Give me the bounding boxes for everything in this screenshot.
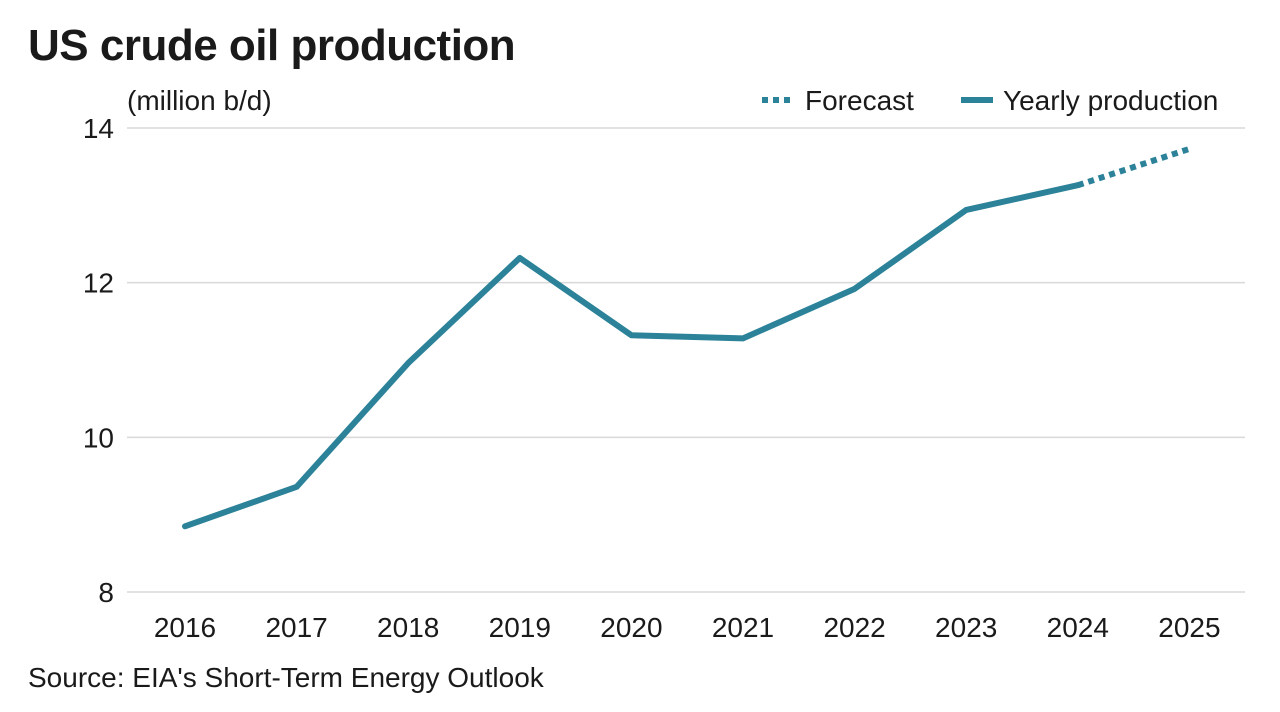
y-tick-label: 12 xyxy=(83,268,114,299)
x-tick-label: 2024 xyxy=(1047,612,1109,643)
legend-yearly-label: Yearly production xyxy=(1003,85,1218,116)
y-tick-label: 8 xyxy=(98,577,114,608)
x-tick-label: 2018 xyxy=(377,612,439,643)
x-tick-label: 2021 xyxy=(712,612,774,643)
yearly-production-line xyxy=(182,182,1081,530)
x-tick-label: 2020 xyxy=(600,612,662,643)
x-axis-ticks: 2016 2017 2018 2019 2020 2021 2022 2023 2024 2025 xyxy=(154,612,1221,643)
x-tick-label: 2025 xyxy=(1158,612,1220,643)
source-note: Source: EIA's Short-Term Energy Outlook xyxy=(28,662,544,693)
legend: Forecast Yearly production xyxy=(762,85,1218,116)
chart-title: US crude oil production xyxy=(28,21,516,70)
x-tick-label: 2023 xyxy=(935,612,997,643)
gridlines xyxy=(127,127,1245,593)
x-tick-label: 2017 xyxy=(265,612,327,643)
x-tick-label: 2019 xyxy=(489,612,551,643)
y-axis-ticks: 8 10 12 14 xyxy=(83,113,114,608)
x-tick-label: 2016 xyxy=(154,612,216,643)
series-lines xyxy=(182,146,1191,530)
x-tick-label: 2022 xyxy=(823,612,885,643)
forecast-line xyxy=(1076,146,1191,189)
y-tick-label: 14 xyxy=(83,113,114,144)
y-unit-label: (million b/d) xyxy=(127,85,272,116)
y-tick-label: 10 xyxy=(83,422,114,453)
legend-forecast-label: Forecast xyxy=(805,85,914,116)
